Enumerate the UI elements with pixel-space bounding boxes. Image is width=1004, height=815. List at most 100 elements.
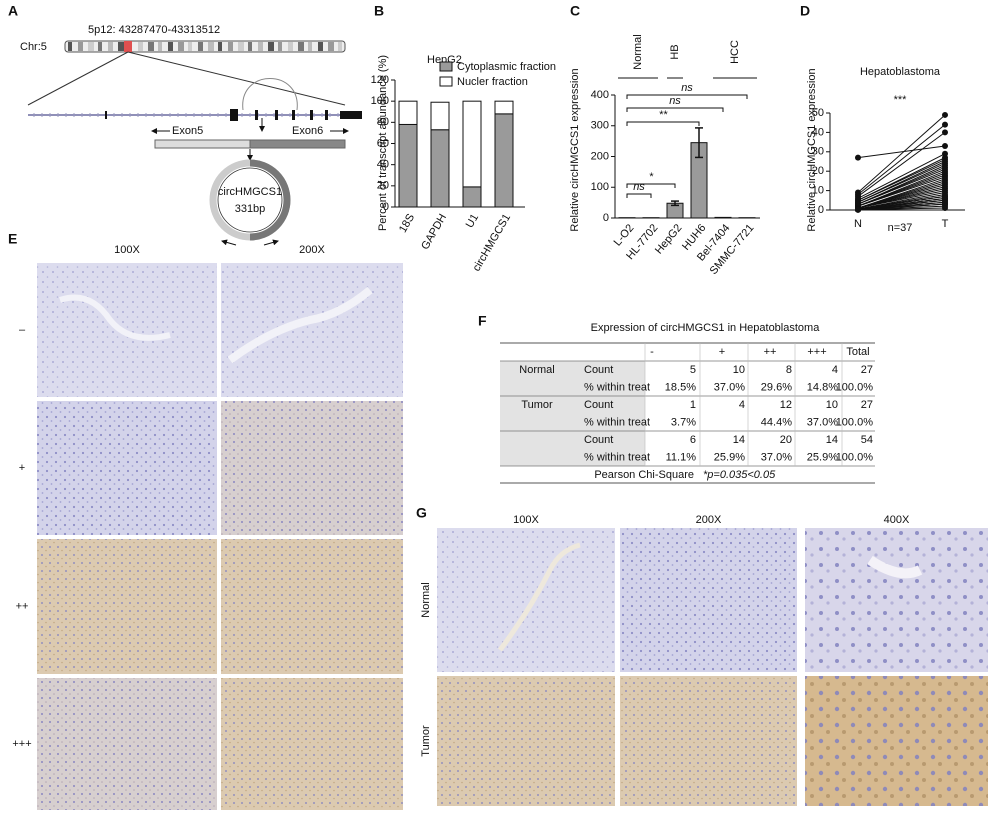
histology-image [620, 676, 797, 806]
pair-line [857, 207, 946, 211]
table-cell: 27 [861, 399, 873, 411]
histology-image [37, 678, 217, 810]
table-cell: 12 [780, 399, 792, 411]
histology-image [437, 528, 615, 672]
legend-label: Nucler fraction [457, 76, 528, 88]
chromosome-band [68, 42, 72, 51]
table-cell: Normal [519, 364, 554, 376]
table-header: Total [846, 346, 869, 358]
significance-label: * [649, 171, 654, 183]
y-tick-label: 20 [812, 165, 824, 177]
table-cell: 14 [826, 434, 838, 446]
exon-bar-right [249, 139, 346, 149]
panel-label: B [374, 3, 384, 19]
x-tick-label: T [942, 218, 949, 230]
bar-segment [494, 113, 514, 208]
chromosome-band [288, 42, 293, 51]
centromere [124, 41, 132, 52]
data-point [942, 121, 948, 128]
group-label: Normal [632, 34, 644, 69]
data-point [855, 154, 861, 161]
table-cell: 8 [786, 364, 792, 376]
y-tick-label: 40 [377, 159, 389, 171]
chart-title: HepG2 [427, 54, 462, 66]
bar-segment [462, 186, 482, 208]
table-cell: 10 [733, 364, 745, 376]
chromosome-band [298, 42, 304, 51]
y-tick-label: 0 [818, 204, 824, 216]
row-label: + [19, 462, 25, 474]
significance-bracket [626, 107, 724, 112]
table-cell: 6 [690, 434, 696, 446]
significance-bracket [626, 121, 700, 126]
histology-image [805, 528, 988, 672]
table-cell: 10 [826, 399, 838, 411]
data-point [942, 205, 948, 212]
pair-line [857, 168, 946, 205]
pair-line [857, 195, 946, 210]
table-header: ++ [764, 346, 777, 358]
table-cell: Count [584, 364, 613, 376]
exon [340, 111, 362, 119]
chromosome-band [258, 42, 263, 51]
panel-label: D [800, 3, 810, 19]
panel-label: C [570, 3, 580, 19]
panel-label: G [416, 505, 427, 521]
table-cell: 14.8% [807, 381, 838, 393]
legend-swatch [439, 61, 453, 72]
chromosome-band [228, 42, 233, 51]
pair-line [857, 114, 946, 193]
significance-bracket [626, 193, 652, 198]
table-cell: 29.6% [761, 381, 792, 393]
circ-name: circHMGCS1 [218, 186, 282, 198]
exon-label: Exon6 [292, 125, 323, 137]
table-cell: 44.4% [761, 416, 792, 428]
row-label: ++ [16, 600, 29, 612]
exon [230, 109, 238, 121]
pair-line [857, 190, 946, 209]
chromosome-band [218, 42, 222, 51]
vessel [497, 542, 581, 652]
table-cell: Count [584, 399, 613, 411]
y-axis-label: Relative circHMGCS1 expression [806, 68, 818, 231]
histology-image [37, 401, 217, 535]
table-cell: % within treat [584, 451, 650, 463]
chromosome-band [188, 42, 192, 51]
exon [275, 110, 278, 120]
pair-line [857, 162, 946, 203]
table-header: +++ [807, 346, 826, 358]
chromosome-band [118, 42, 124, 51]
chromosome-band [148, 42, 154, 51]
y-tick-label: 80 [377, 116, 389, 128]
table-title: Expression of circHMGCS1 in Hepatoblasto… [591, 322, 821, 334]
histology-image [37, 263, 217, 397]
y-tick-label: 400 [591, 89, 609, 101]
pair-line [857, 176, 946, 207]
x-tick-label: 18S [397, 212, 417, 235]
significance-bracket [626, 94, 748, 99]
y-tick-label: 100 [371, 95, 389, 107]
table-cell: 37.0% [807, 416, 838, 428]
chromosome-band [248, 42, 252, 51]
bar [714, 216, 732, 219]
chromosome-label: Chr:5 [20, 41, 47, 53]
table-shade [500, 361, 645, 466]
panel-label: A [8, 3, 18, 19]
vessel [867, 555, 923, 579]
table-cell: Tumor [521, 399, 553, 411]
pair-line [857, 145, 946, 159]
x-tick-label: U1 [464, 212, 481, 230]
column-label: 400X [884, 514, 910, 526]
y-axis-label: Percent of transcript abundance (%) [377, 55, 389, 231]
table-cell: 14 [733, 434, 745, 446]
significance-label: ns [633, 181, 645, 193]
error-bar [695, 127, 703, 159]
chromosome-band [278, 42, 282, 51]
significance-label: ** [659, 109, 668, 121]
chromosome-band [338, 42, 342, 51]
y-tick-label: 0 [383, 201, 389, 213]
chromosome-band [138, 42, 143, 51]
n-label: n=37 [888, 222, 913, 234]
legend-swatch [439, 76, 453, 87]
